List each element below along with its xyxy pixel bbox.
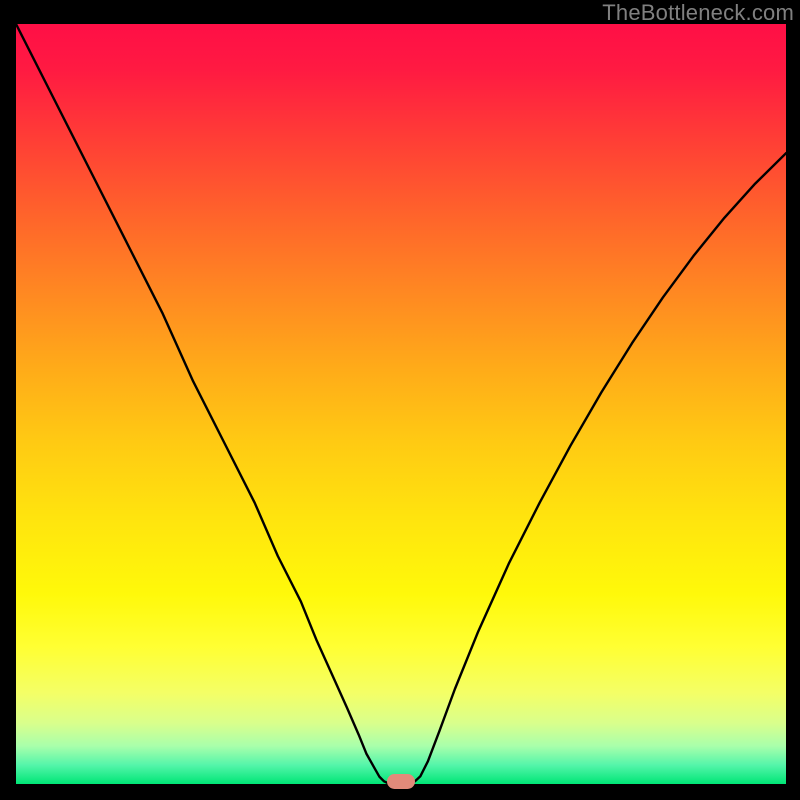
- bottleneck-curve: [16, 24, 786, 784]
- plot-area: [16, 24, 786, 784]
- optimum-marker: [387, 774, 415, 789]
- watermark-text: TheBottleneck.com: [602, 0, 794, 26]
- figure-root: TheBottleneck.com: [0, 0, 800, 800]
